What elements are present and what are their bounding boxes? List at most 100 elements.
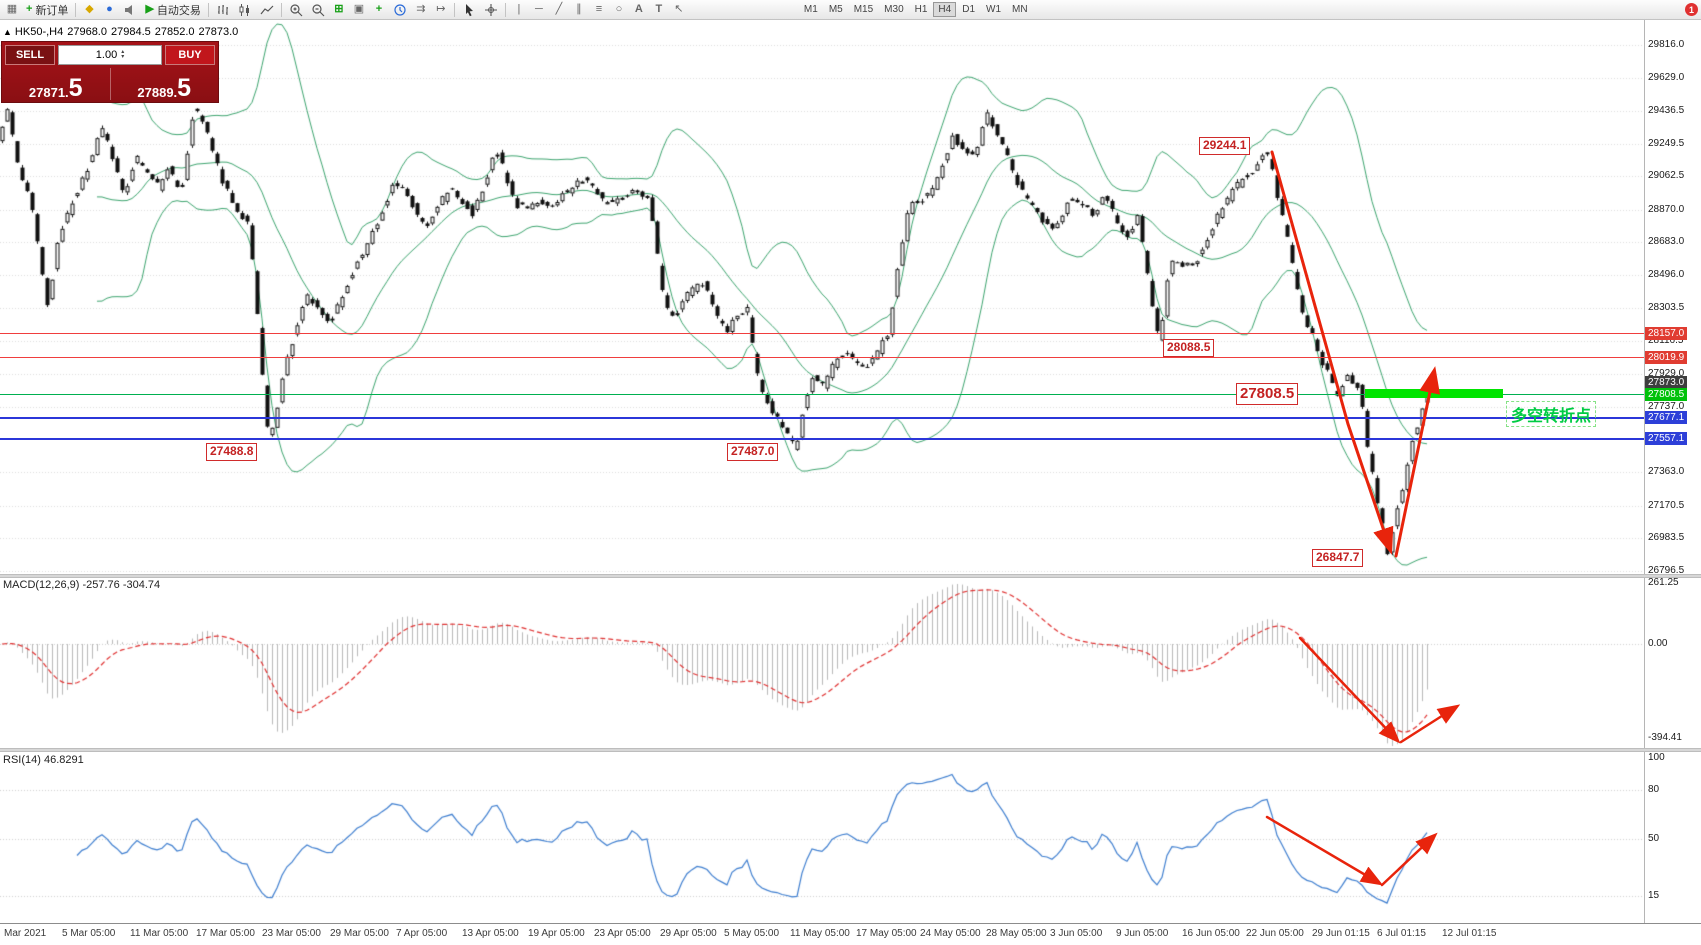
vertical-line-button[interactable]: |	[509, 1, 529, 19]
news-button[interactable]	[119, 1, 141, 19]
arrows-tool-button[interactable]: ↖	[669, 1, 689, 19]
tile-windows-button[interactable]: ⊞	[329, 1, 349, 19]
zoom-out-button[interactable]	[307, 1, 329, 19]
auto-scroll-button[interactable]: ⇉	[411, 1, 431, 19]
cursor-button[interactable]	[458, 1, 480, 19]
buy-price-pips: 5	[177, 73, 192, 102]
time-axis-label: 7 Apr 05:00	[396, 928, 448, 939]
timeframe-button-M15[interactable]: M15	[849, 2, 878, 17]
price-axis-label: 29249.5	[1648, 137, 1685, 149]
timeframe-button-D1[interactable]: D1	[957, 2, 980, 17]
price-axis-label: 29629.0	[1648, 71, 1685, 83]
macd-scale-label: -394.41	[1648, 732, 1682, 743]
horizontal-line-button[interactable]: ─	[529, 1, 549, 19]
channel-button[interactable]: ∥	[569, 1, 589, 19]
time-axis-label: 29 Mar 05:00	[330, 928, 389, 939]
price-tag-27557.1: 27557.1	[1645, 431, 1688, 445]
new-order-icon: +	[26, 3, 33, 15]
time-axis-label: 23 Apr 05:00	[594, 928, 651, 939]
symbol-name: HK50-,H4	[14, 26, 64, 38]
text-tool-button[interactable]: A	[629, 1, 649, 19]
trendline-button[interactable]: ╱	[549, 1, 569, 19]
toolbar-separator	[504, 2, 506, 17]
time-axis-label: 9 Jun 05:00	[1116, 928, 1169, 939]
horizontal-line-28019.9[interactable]	[0, 357, 1644, 359]
sell-button[interactable]: SELL	[5, 45, 55, 65]
panel-splitter[interactable]	[0, 574, 1701, 578]
add-indicator-icon: +	[375, 3, 383, 15]
timeframe-button-M30[interactable]: M30	[879, 2, 908, 17]
chart-line-button[interactable]	[256, 1, 278, 19]
new-chart-button[interactable]: ▦	[2, 1, 22, 19]
buy-price-main: 27889.	[137, 85, 178, 100]
add-indicator-button[interactable]: +	[369, 1, 389, 19]
horizontal-line-27557.1[interactable]	[0, 437, 1644, 440]
chart-candles-button[interactable]	[234, 1, 256, 19]
timeframe-button-M5[interactable]: M5	[824, 2, 848, 17]
price-axis-border	[1644, 20, 1645, 923]
trendline-icon: ╱	[555, 3, 563, 15]
buy-price: 27889. 5	[111, 66, 219, 102]
toolbar-separator	[207, 2, 209, 17]
label-tool-icon: T	[655, 3, 663, 15]
panel-splitter[interactable]	[0, 748, 1701, 752]
stepper-up-icon[interactable]: ▴	[121, 48, 125, 55]
label-tool-button[interactable]: T	[649, 1, 669, 19]
time-axis-label: 5 May 05:00	[724, 928, 780, 939]
timeframe-button-W1[interactable]: W1	[981, 2, 1006, 17]
arrows-tool-icon: ↖	[674, 3, 684, 15]
macd-scale-label: 0.00	[1648, 638, 1668, 649]
support-highlight-bar[interactable]	[1365, 389, 1503, 398]
auto-trading-button[interactable]: ▶ 自动交易	[141, 1, 204, 19]
price-callout-27488.8[interactable]: 27488.8	[206, 443, 258, 461]
fibonacci-button[interactable]: ≡	[589, 1, 609, 19]
price-callout-27808.5[interactable]: 27808.5	[1236, 383, 1299, 405]
buy-button[interactable]: BUY	[165, 45, 215, 65]
price-axis-label: 26796.5	[1648, 565, 1685, 576]
trade-panel-divider	[109, 68, 111, 100]
horizontal-line-28157[interactable]	[0, 333, 1644, 335]
timeframe-button-H1[interactable]: H1	[910, 2, 933, 17]
price-callout-27487.0[interactable]: 27487.0	[727, 443, 779, 461]
crosshair-button[interactable]	[480, 1, 502, 19]
quotes-button[interactable]: ◆	[79, 1, 99, 19]
timeframe-button-M1[interactable]: M1	[799, 2, 823, 17]
speaker-icon	[125, 4, 133, 15]
volume-stepper[interactable]: ▴ ▾	[121, 48, 125, 61]
time-axis-label: 19 Apr 05:00	[528, 928, 585, 939]
timeframe-button-MN[interactable]: MN	[1007, 2, 1033, 17]
price-axis-label: 28683.0	[1648, 236, 1685, 248]
price-callout-29244.1[interactable]: 29244.1	[1199, 137, 1251, 155]
ohlc-close: 27873.0	[198, 26, 239, 38]
shapes-button[interactable]: ○	[609, 1, 629, 19]
cascade-windows-button[interactable]: ▣	[349, 1, 369, 19]
new-order-button[interactable]: + 新订单	[22, 1, 72, 19]
turning-point-label[interactable]: 多空转折点	[1506, 401, 1597, 427]
price-axis-label: 29816.0	[1648, 39, 1685, 50]
time-axis-label: 29 Apr 05:00	[660, 928, 717, 939]
time-axis-separator	[0, 923, 1701, 924]
price-callout-26847.7[interactable]: 26847.7	[1312, 549, 1364, 567]
timeframe-button-H4[interactable]: H4	[933, 2, 957, 17]
price-axis-label: 28496.0	[1648, 268, 1685, 280]
web-terminal-button[interactable]: ●	[99, 1, 119, 19]
zoom-in-button[interactable]	[285, 1, 307, 19]
stepper-down-icon[interactable]: ▾	[121, 54, 125, 60]
rsi-indicator-label: RSI(14) 46.8291	[3, 754, 84, 766]
time-axis-label: 29 Jun 01:15	[1312, 928, 1370, 939]
price-callout-28088.5[interactable]: 28088.5	[1163, 339, 1215, 357]
chart-bars-button[interactable]	[212, 1, 234, 19]
macd-indicator-label: MACD(12,26,9) -257.76 -304.74	[3, 579, 161, 591]
period-button[interactable]	[389, 1, 411, 19]
time-axis-label: 3 Jun 05:00	[1050, 928, 1103, 939]
volume-field[interactable]: 1.00 ▴ ▾	[58, 45, 162, 65]
horizontal-line-27677.1[interactable]	[0, 416, 1644, 419]
notification-badge[interactable]: 1	[1685, 3, 1698, 16]
chart-shift-button[interactable]: ↦	[431, 1, 451, 19]
sell-price-pips: 5	[68, 73, 83, 102]
cascade-windows-icon: ▣	[353, 3, 365, 15]
chart-shift-icon: ↦	[436, 3, 446, 15]
price-tag-27677.1: 27677.1	[1645, 410, 1688, 424]
horizontal-line-27808.5[interactable]	[0, 394, 1644, 396]
